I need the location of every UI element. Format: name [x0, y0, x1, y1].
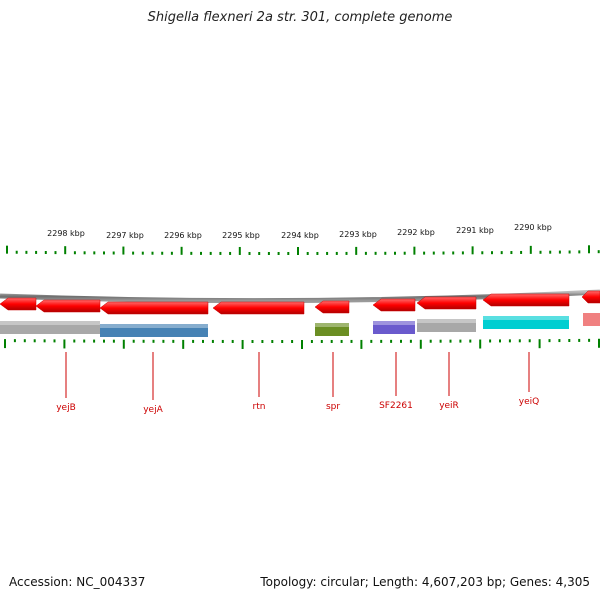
gene-bar-highlight	[417, 319, 476, 323]
ruler-label: 2295 kbp	[222, 231, 260, 240]
genome-summary: Topology: circular; Length: 4,607,203 bp…	[260, 575, 590, 589]
map-title: Shigella flexneri 2a str. 301, complete …	[147, 10, 453, 25]
feature-track	[0, 290, 600, 337]
gene-bar-highlight	[483, 316, 569, 320]
ruler-label: 2292 kbp	[397, 228, 435, 237]
gene-bar	[100, 324, 208, 337]
cds-arrow	[482, 293, 570, 307]
ruler-ticks-bottom	[4, 338, 600, 349]
gene-bar	[417, 319, 476, 332]
gene-bar-highlight	[315, 323, 349, 327]
ruler-label: 2298 kbp	[47, 229, 85, 238]
cds-arrow	[416, 296, 477, 310]
ruler-label: 2297 kbp	[106, 231, 144, 240]
cds-arrow	[35, 299, 101, 313]
ruler-label: 2296 kbp	[164, 231, 202, 240]
gene-label[interactable]: yejA	[143, 405, 163, 415]
cds-arrow	[581, 290, 600, 304]
gene-bar	[0, 321, 100, 334]
gene-label[interactable]: spr	[326, 402, 340, 412]
gene-label[interactable]: yeiQ	[519, 397, 539, 407]
ruler-ticks-top	[6, 245, 600, 255]
cds-arrow	[372, 298, 416, 312]
ruler-label: 2290 kbp	[514, 223, 552, 232]
cds-arrow	[212, 301, 305, 315]
ruler-labels: 2298 kbp 2297 kbp 2296 kbp 2295 kbp 2294 kbp…	[47, 223, 552, 240]
gene-label[interactable]: yeiR	[439, 401, 459, 411]
ruler-label: 2291 kbp	[456, 226, 494, 235]
gene-label[interactable]: SF2261	[379, 401, 413, 411]
gene-bar	[583, 313, 600, 326]
gene-label[interactable]: rtn	[253, 402, 266, 412]
gene-bar-highlight	[373, 321, 415, 325]
accession-label: Accession: NC_004337	[9, 575, 146, 589]
gene-labels: yejB yejA rtn spr SF2261 yeiR yeiQ	[56, 352, 539, 415]
ruler-label: 2293 kbp	[339, 230, 377, 239]
ruler-label: 2294 kbp	[281, 231, 319, 240]
cds-arrow	[314, 300, 350, 314]
gene-bar	[315, 323, 349, 336]
cds-arrow	[0, 297, 37, 311]
cds-arrow	[99, 301, 209, 315]
gene-bar	[373, 321, 415, 334]
gene-bar	[483, 316, 569, 329]
gene-label[interactable]: yejB	[56, 403, 76, 413]
gene-bar-highlight	[100, 324, 208, 328]
gene-bar-highlight	[0, 321, 100, 325]
